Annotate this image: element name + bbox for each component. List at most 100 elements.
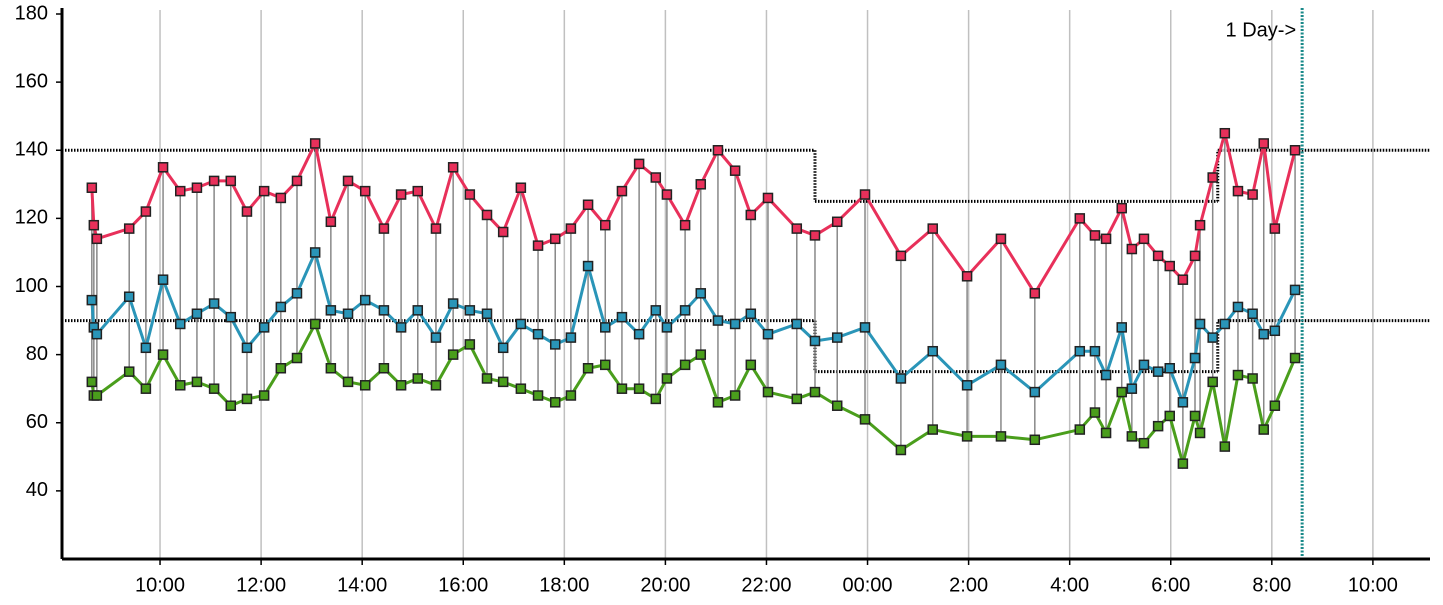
data-point xyxy=(549,233,561,245)
data-point xyxy=(86,376,98,388)
data-point xyxy=(1289,352,1301,364)
data-point xyxy=(679,305,691,316)
data-point xyxy=(395,380,407,391)
data-point xyxy=(175,318,186,330)
data-point xyxy=(745,359,757,371)
data-point xyxy=(1164,410,1175,422)
data-point xyxy=(225,400,237,411)
data-point xyxy=(600,322,611,333)
data-point xyxy=(359,185,371,197)
data-point xyxy=(995,359,1007,371)
data-point xyxy=(123,291,135,302)
data-point xyxy=(515,182,527,193)
data-point xyxy=(1164,363,1175,374)
data-point xyxy=(191,308,203,319)
data-point xyxy=(600,219,611,231)
data-point xyxy=(86,182,98,193)
data-point xyxy=(532,240,544,251)
data-point xyxy=(497,226,509,238)
data-point xyxy=(809,335,821,347)
data-point xyxy=(565,223,577,234)
data-point xyxy=(1219,441,1231,452)
data-point xyxy=(1138,359,1150,371)
data-point xyxy=(549,397,561,408)
data-point xyxy=(1164,260,1175,272)
data-point xyxy=(157,349,169,360)
data-point xyxy=(378,305,390,316)
data-point xyxy=(582,363,594,374)
data-point xyxy=(1189,352,1201,364)
data-point xyxy=(208,175,220,187)
data-point xyxy=(927,223,938,234)
data-point xyxy=(791,223,803,234)
data-point xyxy=(258,390,270,401)
data-point xyxy=(650,305,662,316)
data-point xyxy=(325,305,337,316)
data-point xyxy=(745,209,757,221)
data-point xyxy=(1258,424,1269,435)
data-point xyxy=(481,209,493,221)
data-point xyxy=(175,185,186,197)
data-point xyxy=(661,322,673,333)
data-point xyxy=(995,431,1007,442)
data-point xyxy=(695,349,707,360)
data-point xyxy=(291,352,303,364)
data-point xyxy=(395,322,407,333)
data-point xyxy=(1126,243,1138,255)
data-point xyxy=(1219,318,1231,330)
data-point xyxy=(565,390,577,401)
data-point xyxy=(582,260,594,272)
x-tick-label: 16:00 xyxy=(438,574,488,596)
data-point xyxy=(1177,274,1189,285)
data-point xyxy=(430,332,442,343)
data-point xyxy=(342,308,354,319)
data-point xyxy=(1232,301,1244,313)
data-point xyxy=(1258,138,1269,149)
x-tick-label: 20:00 xyxy=(640,574,690,596)
y-tick-label: 180 xyxy=(15,2,48,24)
x-tick-label: 12:00 xyxy=(236,574,286,596)
data-point xyxy=(661,373,673,384)
data-point xyxy=(1247,373,1258,384)
data-point xyxy=(325,216,337,228)
data-point xyxy=(515,383,527,394)
data-point xyxy=(191,376,203,388)
data-point xyxy=(1289,284,1301,296)
data-point xyxy=(712,145,724,156)
data-point xyxy=(633,383,645,394)
data-point xyxy=(342,175,354,187)
data-point xyxy=(359,294,371,306)
data-point xyxy=(859,414,871,425)
data-point xyxy=(633,158,645,170)
data-point xyxy=(208,383,220,394)
data-point xyxy=(895,373,907,384)
data-point xyxy=(549,339,561,350)
data-point xyxy=(157,162,169,173)
data-point xyxy=(258,185,270,197)
data-point xyxy=(1126,431,1138,442)
data-point xyxy=(241,393,253,405)
data-point xyxy=(1089,407,1101,418)
data-point xyxy=(1177,397,1189,408)
series-line xyxy=(90,132,1297,297)
data-point xyxy=(729,318,741,330)
data-point xyxy=(241,206,253,217)
data-point xyxy=(412,373,424,384)
data-point xyxy=(258,322,270,333)
data-point xyxy=(729,165,741,176)
data-point xyxy=(481,373,493,384)
data-point xyxy=(309,318,321,330)
data-point xyxy=(275,301,287,313)
data-point xyxy=(241,342,253,354)
data-point xyxy=(633,328,645,340)
data-point xyxy=(1152,250,1164,262)
data-point xyxy=(1138,233,1150,245)
data-point xyxy=(1152,366,1164,377)
data-point xyxy=(616,185,628,197)
data-point xyxy=(497,376,509,388)
data-point xyxy=(565,332,577,343)
y-tick-label: 40 xyxy=(26,479,48,501)
data-point xyxy=(895,444,907,456)
data-point xyxy=(1207,376,1218,388)
data-point xyxy=(140,206,152,217)
